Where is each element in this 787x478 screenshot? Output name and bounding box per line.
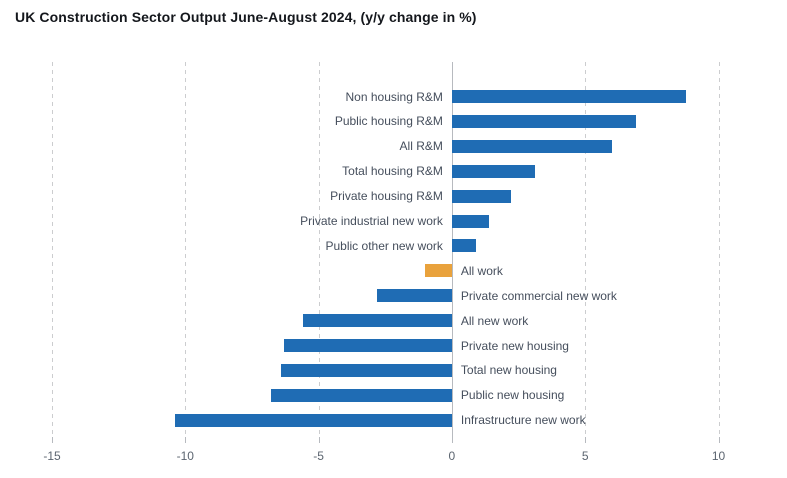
bar-label-total-new-housing: Total new housing bbox=[460, 363, 557, 378]
bar-label-private-industrial-new-work: Private industrial new work bbox=[300, 214, 443, 228]
bar-label-all-work: All work bbox=[460, 263, 503, 278]
x-axis-tick-label: 10 bbox=[711, 449, 726, 463]
bar-all-work bbox=[425, 264, 452, 278]
bar-private-industrial-new-work bbox=[451, 214, 490, 228]
bar-private-commercial-new-work bbox=[377, 289, 452, 303]
axis-tick-mark bbox=[451, 437, 453, 443]
bar-label-public-housing-randm: Public housing R&M bbox=[334, 114, 443, 129]
bar-label-private-housing-randm: Private housing R&M bbox=[330, 189, 443, 204]
gridline--10 bbox=[185, 62, 187, 437]
bar-label-all-new-work: All new work bbox=[460, 313, 529, 328]
gridline--15 bbox=[52, 62, 53, 437]
axis-tick-mark bbox=[718, 437, 720, 443]
x-axis-tick-label: -10 bbox=[176, 449, 194, 463]
bar-public-housing-randm bbox=[451, 114, 636, 128]
x-axis-tick-label: -15 bbox=[43, 449, 61, 463]
bar-label-infrastructure-new-work: Infrastructure new work bbox=[460, 413, 586, 428]
bar-label-all-randm: All R&M bbox=[399, 139, 443, 154]
gridline-5 bbox=[585, 62, 587, 437]
bar-public-other-new-work bbox=[451, 239, 476, 253]
bar-label-public-other-new-work: Public other new work bbox=[325, 238, 443, 253]
bar-all-randm bbox=[451, 139, 612, 153]
bar-infrastructure-new-work bbox=[174, 413, 452, 427]
axis-tick-mark bbox=[318, 437, 320, 443]
bar-label-public-new-housing: Public new housing bbox=[460, 388, 565, 403]
x-axis-tick-label: 5 bbox=[581, 449, 589, 463]
axis-tick-mark bbox=[52, 437, 53, 443]
bar-private-new-housing bbox=[283, 339, 452, 352]
x-axis-tick-label: 0 bbox=[448, 449, 456, 463]
bar-total-housing-randm bbox=[451, 164, 535, 178]
chart-title: UK Construction Sector Output June-Augus… bbox=[15, 9, 477, 25]
bar-label-private-new-housing: Private new housing bbox=[460, 338, 569, 353]
gridline--5 bbox=[318, 62, 320, 437]
axis-tick-mark bbox=[585, 437, 587, 443]
bar-private-housing-randm bbox=[451, 189, 511, 203]
axis-tick-mark bbox=[185, 437, 187, 443]
bar-total-new-housing bbox=[281, 363, 452, 377]
bar-non-housing-randm bbox=[451, 90, 687, 103]
gridline-10 bbox=[718, 62, 720, 437]
bar-label-total-housing-randm: Total housing R&M bbox=[342, 164, 443, 179]
bar-label-private-commercial-new-work: Private commercial new work bbox=[460, 288, 617, 303]
bar-label-non-housing-randm: Non housing R&M bbox=[345, 89, 443, 104]
bar-public-new-housing bbox=[270, 388, 452, 402]
x-axis-tick-label: -5 bbox=[313, 449, 324, 463]
bar-all-new-work bbox=[302, 314, 452, 328]
